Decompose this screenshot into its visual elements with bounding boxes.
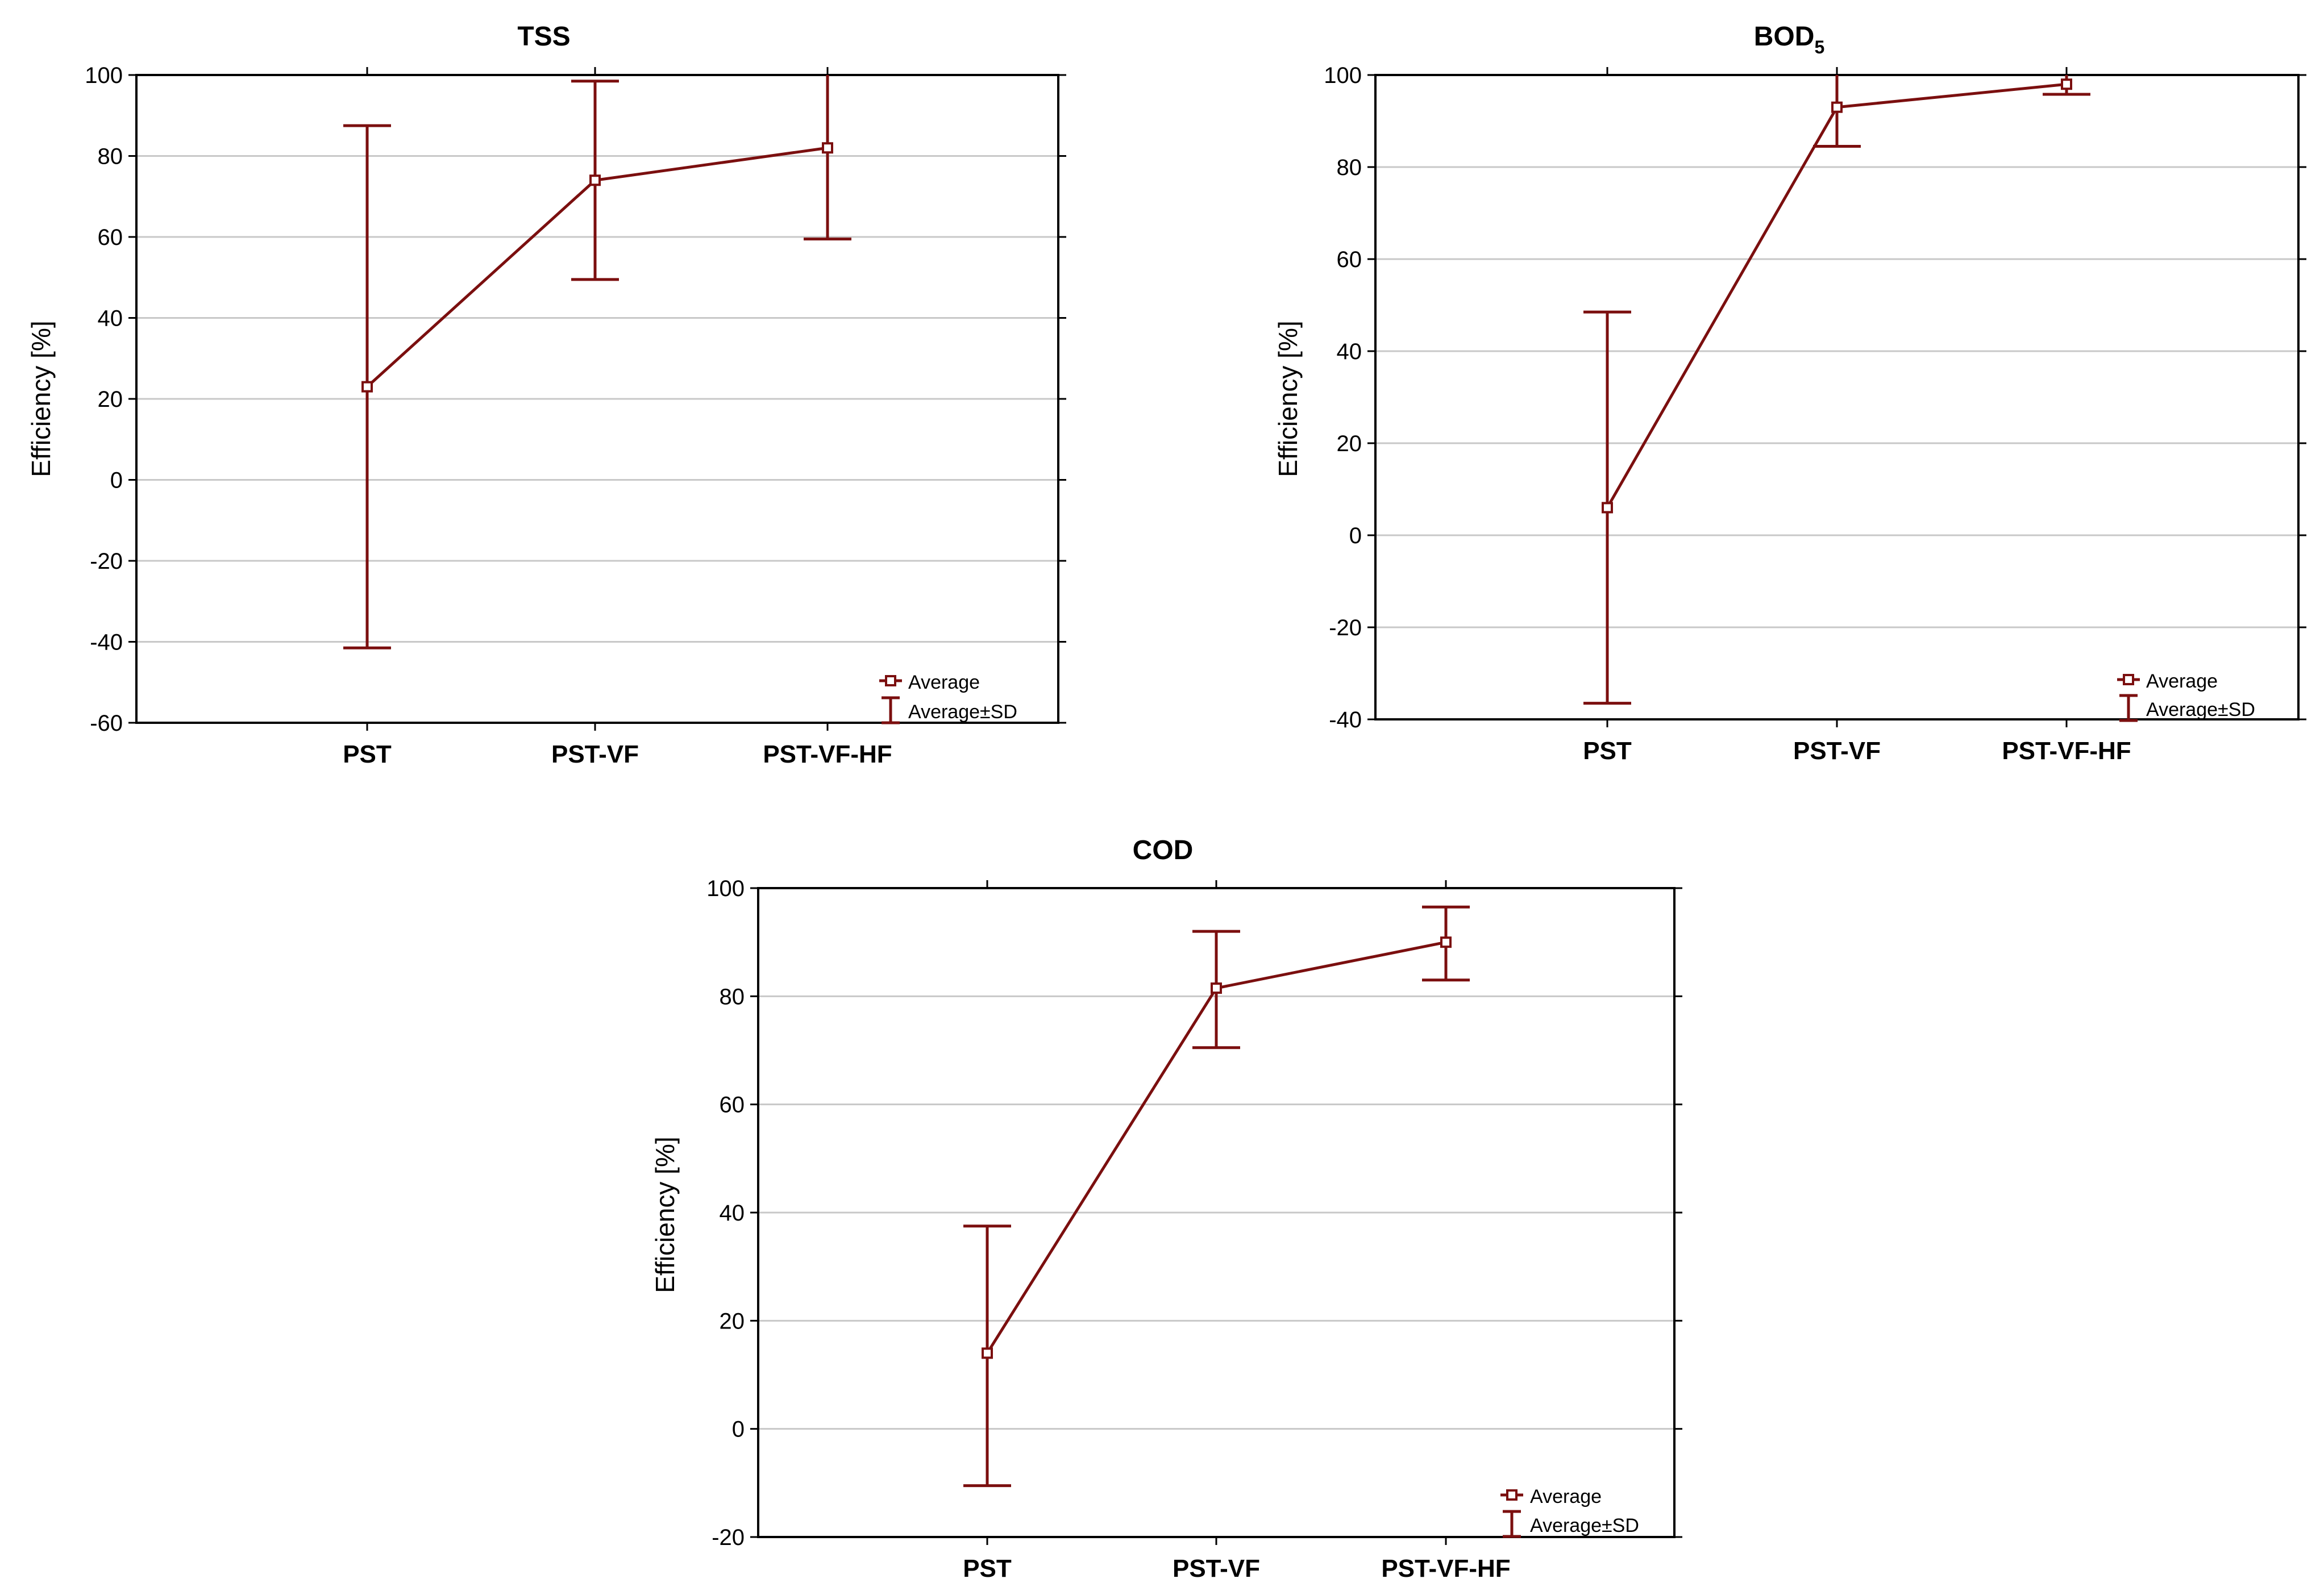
y-tick-label: 40	[98, 306, 123, 331]
y-tick-label: -20	[712, 1525, 745, 1550]
y-tick-label: 80	[1337, 155, 1362, 180]
legend-average-label: Average	[908, 672, 980, 693]
y-tick-label: 40	[720, 1201, 745, 1226]
y-tick-label: 60	[98, 225, 123, 250]
y-tick-label: 0	[110, 468, 123, 493]
legend: Average Average±SD	[2117, 670, 2255, 722]
legend-average-marker	[2117, 674, 2140, 685]
cod-panel: COD Efficiency [%] 100 80 60 40 20 0 -20 PST PST…	[650, 835, 1682, 1582]
legend-sd-label: Average±SD	[2146, 699, 2255, 720]
legend-sd-marker	[882, 696, 900, 724]
chart-title: BOD5	[1754, 22, 1824, 57]
y-tick-label: 100	[85, 63, 123, 88]
y-tick-label: -40	[1329, 707, 1362, 732]
y-tick-label: 40	[1337, 339, 1362, 364]
legend: Average Average±SD	[1500, 1486, 1639, 1538]
average-point	[589, 174, 601, 186]
x-tick-label: PST	[1583, 737, 1632, 765]
average-point	[822, 142, 833, 154]
x-tick-label: PST-VF-HF	[1381, 1555, 1510, 1582]
x-tick-label: PST-VF	[1793, 737, 1881, 765]
x-tick-label: PST-VF	[551, 740, 639, 768]
chart-title: TSS	[517, 22, 570, 52]
y-axis-label: Efficiency [%]	[26, 320, 56, 477]
bod5-panel: BOD5 Efficiency [%] 100 80 60 40 20 0 -20 -40 PS…	[1273, 22, 2306, 765]
legend-sd-label: Average±SD	[1530, 1515, 1639, 1536]
chart-title: COD	[1133, 835, 1194, 865]
y-tick-label: 80	[720, 984, 745, 1009]
average-point	[361, 381, 373, 393]
legend-average-marker	[879, 675, 902, 686]
average-point	[2061, 78, 2072, 90]
y-axis-label: Efficiency [%]	[650, 1136, 680, 1293]
y-tick-label: 0	[732, 1417, 745, 1442]
legend-average-label: Average	[2146, 670, 2218, 692]
average-point	[1602, 502, 1613, 514]
y-tick-label: 0	[1349, 523, 1362, 548]
legend-average-label: Average	[1530, 1486, 1602, 1507]
legend: Average Average±SD	[879, 672, 1017, 724]
y-tick-label: 80	[98, 144, 123, 169]
y-tick-label: 20	[1337, 431, 1362, 456]
x-tick-label: PST-VF-HF	[763, 740, 892, 768]
y-tick-label: -40	[90, 630, 123, 655]
y-tick-label: 60	[720, 1093, 745, 1118]
y-axis-label: Efficiency [%]	[1273, 320, 1303, 477]
legend-sd-label: Average±SD	[908, 701, 1017, 723]
x-tick-label: PST	[343, 740, 392, 768]
x-tick-label: PST	[963, 1555, 1012, 1582]
y-tick-label: -60	[90, 711, 123, 736]
y-tick-label: 20	[720, 1309, 745, 1334]
average-point	[982, 1347, 993, 1359]
y-tick-label: 100	[706, 876, 745, 901]
y-tick-label: 60	[1337, 247, 1362, 272]
legend-sd-marker	[2119, 694, 2138, 722]
y-tick-label: -20	[1329, 615, 1362, 640]
average-point	[1211, 982, 1222, 994]
x-tick-label: PST-VF-HF	[2002, 737, 2131, 765]
y-tick-label: -20	[90, 549, 123, 574]
tss-panel: TSS Efficiency [%] 100 80 60 40 20 0 -20 -40 -60…	[26, 22, 1066, 768]
y-tick-label: 100	[1324, 63, 1362, 88]
y-tick-label: 20	[98, 387, 123, 412]
plot-frame	[1374, 74, 2300, 720]
average-point	[1831, 101, 1843, 113]
x-tick-label: PST-VF	[1173, 1555, 1260, 1582]
average-point	[1440, 936, 1452, 948]
legend-sd-marker	[1503, 1510, 1521, 1538]
legend-average-marker	[1500, 1489, 1523, 1501]
